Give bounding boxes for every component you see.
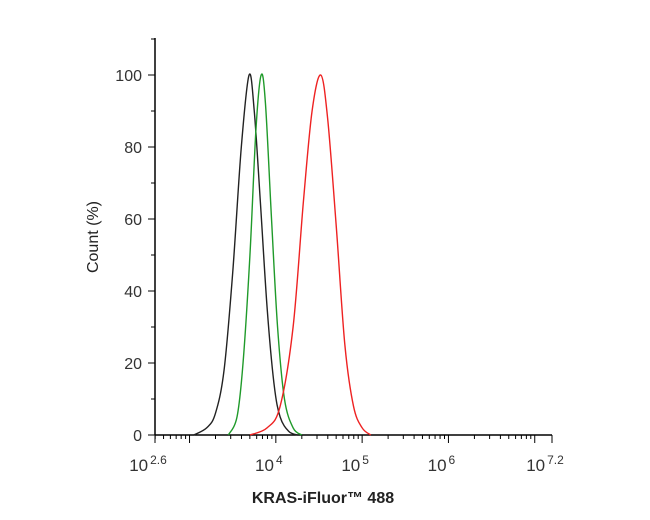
histogram-series-3 — [249, 74, 372, 436]
y-tick-label: 60 — [124, 212, 142, 229]
x-tick-label: 10 2.6 — [129, 453, 167, 475]
x-tick-label: 10 4 — [255, 453, 283, 475]
histogram-series-1 — [193, 73, 298, 436]
x-tick-base: 10 — [255, 456, 274, 475]
x-tick-label: 10 6 — [428, 453, 456, 475]
x-tick-exponent: 2.6 — [150, 453, 167, 467]
axes — [148, 38, 553, 443]
series-group — [193, 73, 372, 436]
x-tick-base: 10 — [428, 456, 447, 475]
y-tick-label: 20 — [124, 356, 142, 373]
x-axis-label: KRAS-iFluor™ 488 — [252, 490, 394, 507]
y-tick-label: 0 — [133, 428, 142, 445]
histogram-series-2 — [227, 73, 303, 436]
y-tick-label: 40 — [124, 284, 142, 301]
x-tick-base: 10 — [526, 456, 545, 475]
x-tick-exponent: 5 — [362, 453, 369, 467]
x-tick-label: 10 7.2 — [526, 453, 564, 475]
y-tick-label: 100 — [115, 68, 142, 85]
y-tick-labels: 0 20 40 60 80 100 — [115, 68, 142, 445]
y-axis-label: Count (%) — [85, 201, 102, 273]
x-tick-exponent: 4 — [276, 453, 283, 467]
y-tick-label: 80 — [124, 140, 142, 157]
x-tick-exponent: 7.2 — [547, 453, 564, 467]
x-tick-label: 10 5 — [341, 453, 369, 475]
x-tick-base: 10 — [129, 456, 148, 475]
x-tick-exponent: 6 — [449, 453, 456, 467]
x-tick-labels: 10 2.6 10 4 10 5 10 6 10 7.2 — [129, 453, 564, 475]
x-tick-base: 10 — [341, 456, 360, 475]
